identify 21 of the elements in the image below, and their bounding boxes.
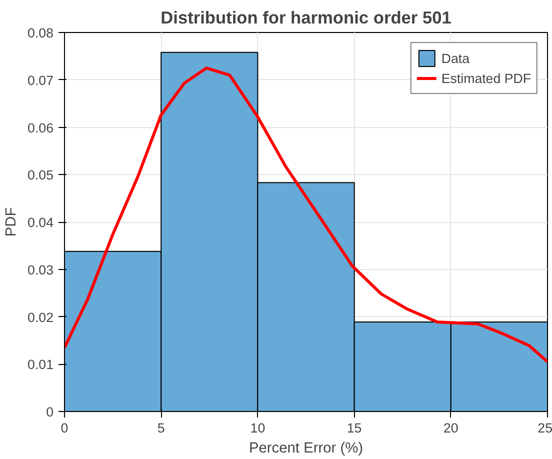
x-tick-label: 20 — [443, 420, 458, 436]
x-tick-label: 0 — [60, 420, 68, 436]
y-tick-label: 0.01 — [28, 357, 54, 372]
x-tick-label: 10 — [250, 420, 266, 436]
y-tick-label: 0.04 — [28, 215, 54, 230]
y-tick-label: 0.08 — [28, 26, 54, 40]
x-tick-label: 15 — [346, 420, 362, 436]
x-axis-title: Percent Error (%) — [248, 440, 364, 456]
chart-title: Distribution for harmonic order 501 — [160, 8, 452, 28]
y-tick-label: 0 — [46, 404, 54, 420]
y-tick-label: 0.03 — [28, 262, 54, 278]
y-axis-title: PDF — [4, 207, 20, 237]
legend-label: Estimated PDF — [441, 70, 531, 86]
y-tick-label: 0.05 — [28, 168, 54, 183]
legend-label: Data — [441, 50, 470, 66]
line-series — [64, 66, 548, 364]
y-tick-label: 0.07 — [28, 72, 54, 88]
y-tick-label: 0.02 — [28, 310, 54, 325]
x-tick-label: 25 — [538, 420, 552, 436]
x-tick-label: 5 — [157, 420, 165, 436]
y-tick-label: 0.06 — [28, 120, 54, 136]
